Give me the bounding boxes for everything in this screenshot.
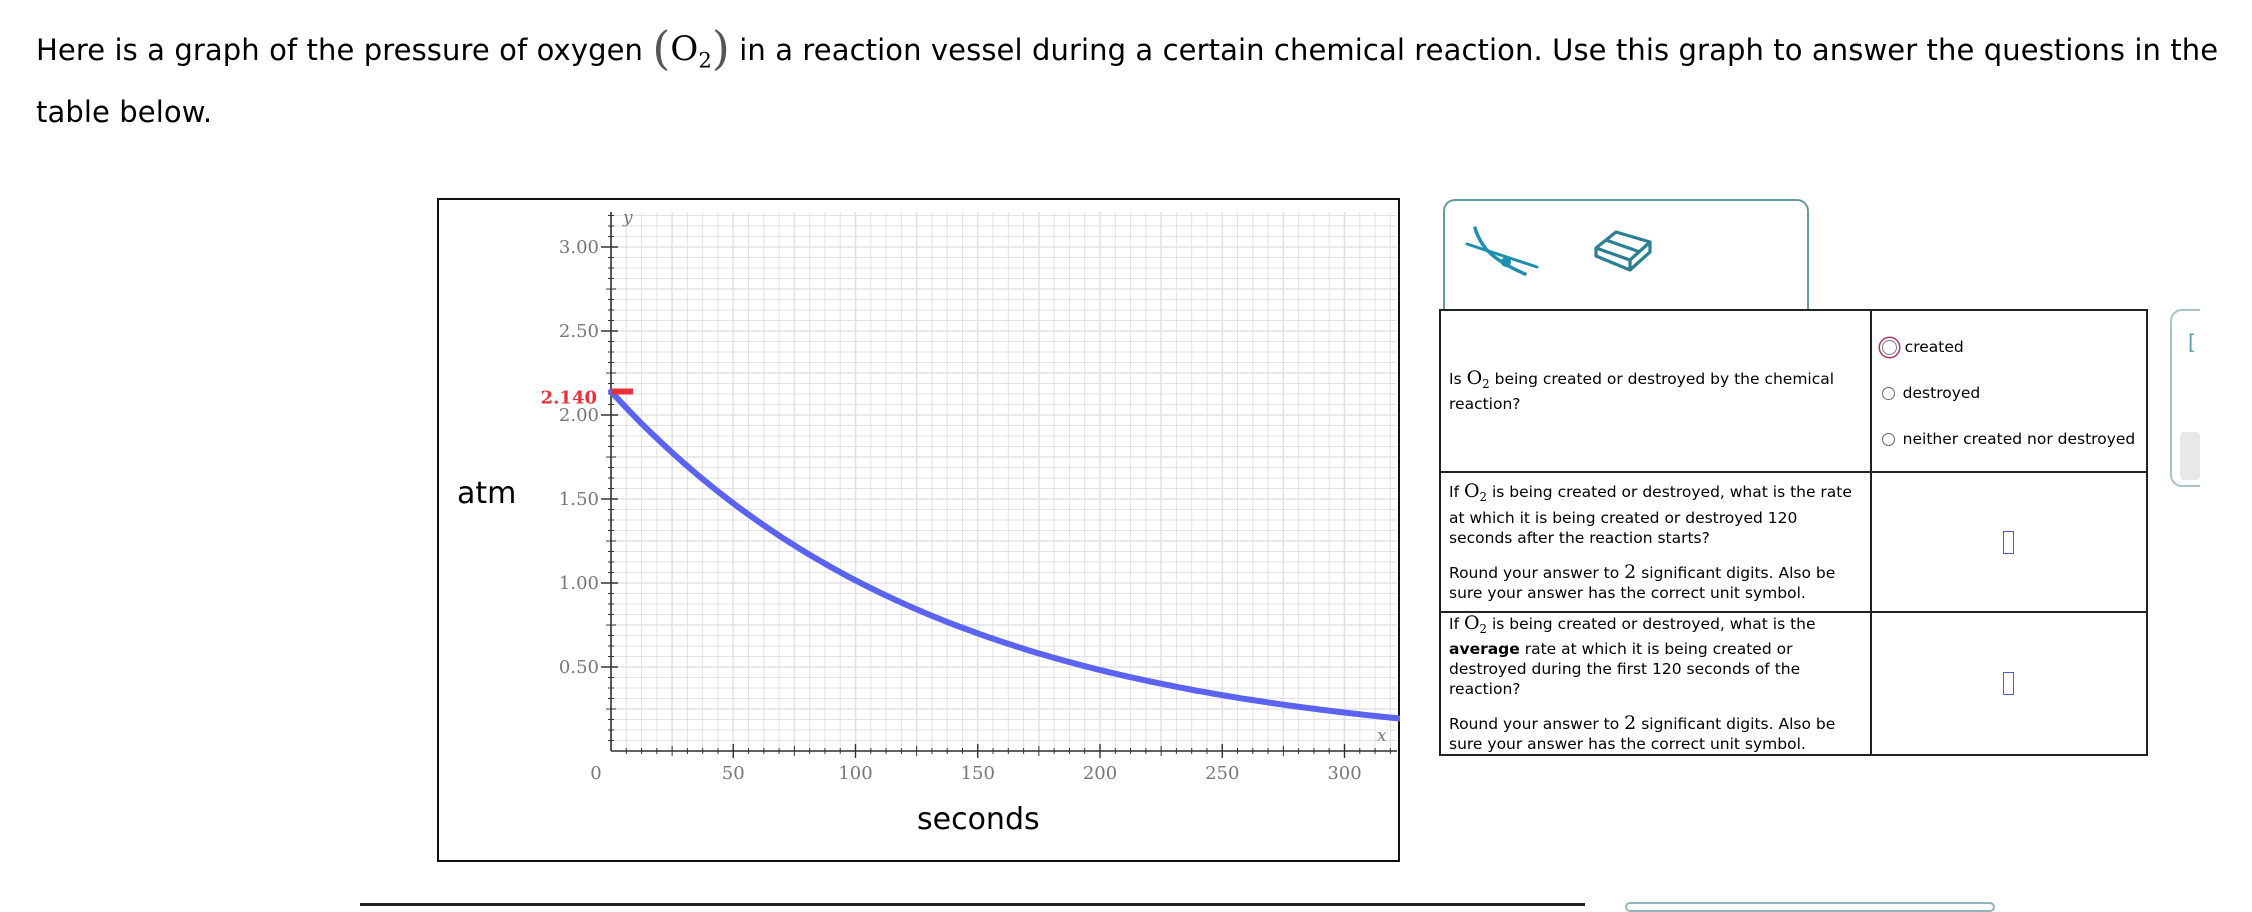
y-axis-letter: y xyxy=(622,208,633,228)
problem-statement: Here is a graph of the pressure of oxyge… xyxy=(36,21,2219,130)
y-tick-label: 1.50 xyxy=(559,489,599,510)
average-rate-answer-input[interactable] xyxy=(2003,672,2015,696)
question-3-answer xyxy=(1869,610,2149,757)
radio-neither[interactable] xyxy=(1881,432,1895,446)
pressure-graph[interactable]: 50 100 150 200 250 300 0.50 1.00 1.50 2.00 2.50 3.0… xyxy=(437,198,1400,862)
side-scrollbar[interactable] xyxy=(2180,432,2200,480)
x-tick-label: 50 xyxy=(722,763,745,784)
y-tick-label: 2.00 xyxy=(559,405,599,426)
tangent-curve-icon[interactable] xyxy=(1465,222,1543,282)
question-2-text: If O2 is being created or destroyed, wha… xyxy=(1439,471,1872,613)
y-tick-label: 0.50 xyxy=(559,657,599,678)
option-destroyed[interactable]: destroyed xyxy=(1881,383,2146,403)
eraser-icon[interactable] xyxy=(1592,226,1654,276)
x-tick-label: 200 xyxy=(1083,763,1117,784)
question-table: Is O2 being created or destroyed by the … xyxy=(1439,309,2149,757)
oxygen-formula: O2 xyxy=(670,29,712,73)
side-bracket-icon[interactable]: [ xyxy=(2188,330,2196,354)
y-tick-label: 2.50 xyxy=(559,321,599,342)
x-axis-unit-label: seconds xyxy=(917,802,1040,837)
y-tick-label: 3.00 xyxy=(559,237,599,258)
x-tick-label: 150 xyxy=(961,763,995,784)
radio-created[interactable] xyxy=(1881,339,1897,355)
origin-label: 0 xyxy=(590,763,601,784)
x-tick-label: 250 xyxy=(1205,763,1239,784)
intro-text-2: in a reaction vessel during a certain ch… xyxy=(36,33,2219,130)
x-tick-label: 300 xyxy=(1327,763,1361,784)
question-row-3: If O2 is being created or destroyed, wha… xyxy=(1439,610,2149,757)
bottom-table-edge xyxy=(360,903,1585,906)
question-1-text: Is O2 being created or destroyed by the … xyxy=(1439,309,1872,473)
x-tick-label: 100 xyxy=(838,763,872,784)
question-2-answer xyxy=(1869,471,2149,613)
question-row-2: If O2 is being created or destroyed, wha… xyxy=(1439,471,2149,613)
question-1-answer: created destroyed neither created nor de… xyxy=(1869,309,2149,473)
y-tick-label: 1.00 xyxy=(559,573,599,594)
y-axis-unit-label: atm xyxy=(457,476,517,511)
bottom-panel-edge xyxy=(1625,902,1995,912)
option-neither[interactable]: neither created nor destroyed xyxy=(1881,429,2146,449)
question-row-1: Is O2 being created or destroyed by the … xyxy=(1439,309,2149,473)
x-axis-letter: x xyxy=(1377,726,1387,746)
highlight-label: 2.140 xyxy=(541,387,597,408)
radio-destroyed[interactable] xyxy=(1881,386,1895,400)
rate-answer-input[interactable] xyxy=(2003,530,2015,554)
intro-text-1: Here is a graph of the pressure of oxyge… xyxy=(36,33,644,67)
question-3-text: If O2 is being created or destroyed, wha… xyxy=(1439,610,1872,757)
option-created[interactable]: created xyxy=(1881,337,2146,357)
pressure-curve xyxy=(608,388,1400,722)
